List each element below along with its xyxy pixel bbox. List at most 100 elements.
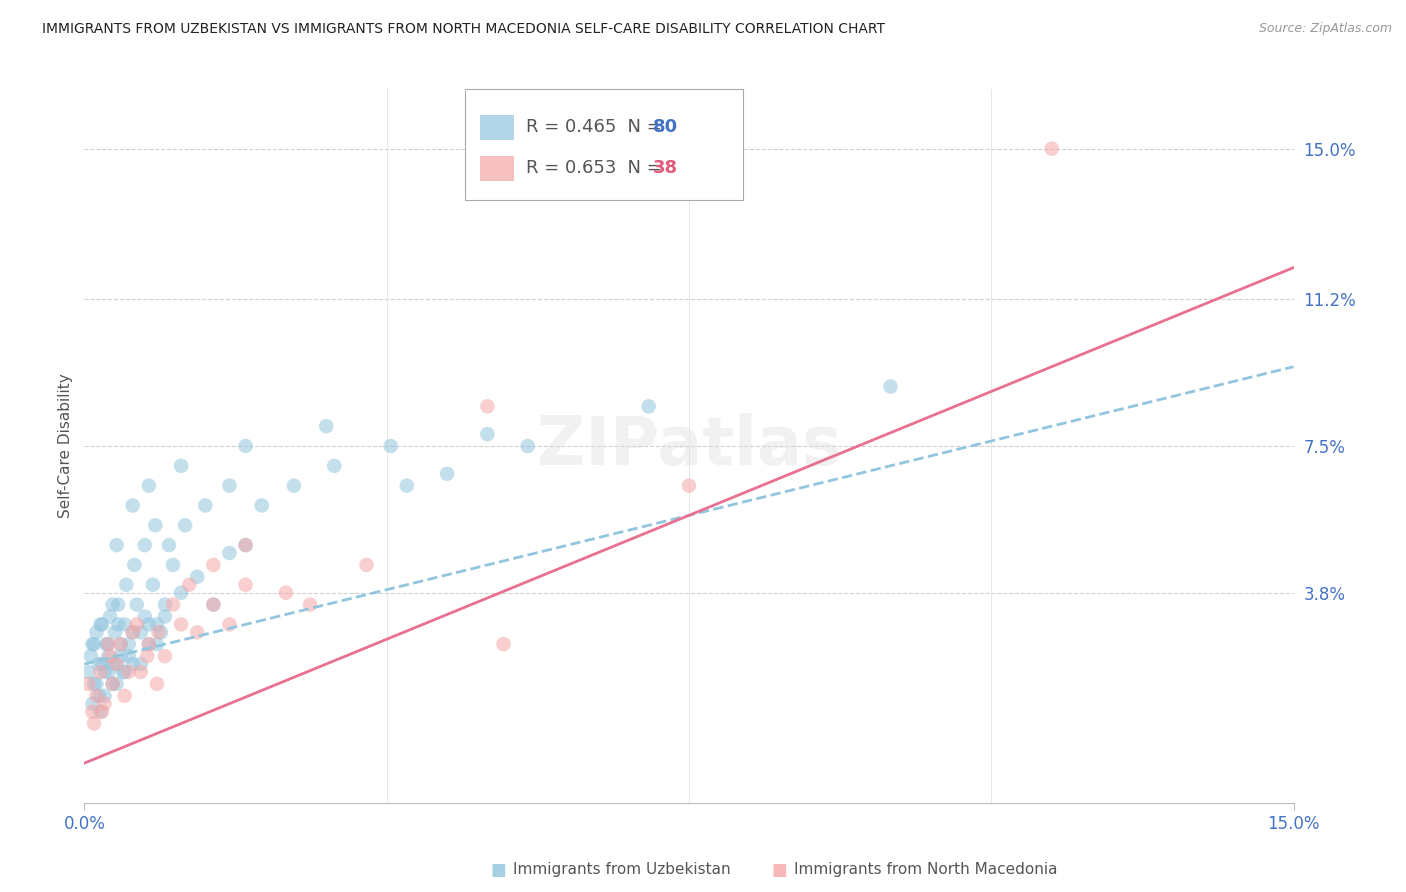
Point <box>162 558 184 572</box>
Point <box>146 637 169 651</box>
Point <box>162 598 184 612</box>
Point <box>138 637 160 651</box>
Point <box>118 649 141 664</box>
Point <box>82 705 104 719</box>
Point <box>87 689 110 703</box>
Point <box>101 677 124 691</box>
Point <box>138 617 160 632</box>
Point <box>129 665 152 679</box>
Point <box>114 665 136 679</box>
Point <box>146 617 169 632</box>
Point <box>146 677 169 691</box>
Point <box>170 617 193 632</box>
Point <box>125 598 148 612</box>
Point <box>179 578 201 592</box>
Point <box>124 558 146 572</box>
Text: R = 0.653: R = 0.653 <box>526 159 616 177</box>
Point <box>91 657 114 671</box>
Point <box>77 677 100 691</box>
Point <box>91 705 114 719</box>
Point <box>170 585 193 599</box>
Point <box>153 598 176 612</box>
Point <box>202 558 225 572</box>
Point <box>121 657 143 671</box>
Point <box>82 637 104 651</box>
Point <box>125 617 148 632</box>
Point <box>110 637 132 651</box>
Point <box>112 665 135 679</box>
Point <box>87 657 110 671</box>
FancyBboxPatch shape <box>479 155 513 180</box>
Point <box>134 609 156 624</box>
Text: ■: ■ <box>491 861 506 879</box>
Point <box>118 665 141 679</box>
Point <box>96 637 118 651</box>
Point <box>637 400 659 414</box>
Point <box>202 598 225 612</box>
Point <box>678 478 700 492</box>
Point <box>96 637 118 651</box>
Point <box>157 538 180 552</box>
Point <box>114 617 136 632</box>
Point <box>202 598 225 612</box>
Text: IMMIGRANTS FROM UZBEKISTAN VS IMMIGRANTS FROM NORTH MACEDONIA SELF-CARE DISABILI: IMMIGRANTS FROM UZBEKISTAN VS IMMIGRANTS… <box>42 22 886 37</box>
Point <box>235 578 257 592</box>
Point <box>170 458 193 473</box>
Point <box>110 637 132 651</box>
Point <box>97 665 120 679</box>
Point <box>114 689 136 703</box>
Point <box>101 657 124 671</box>
Point <box>105 657 128 671</box>
Point <box>283 478 305 492</box>
Point <box>110 649 132 664</box>
Point <box>142 578 165 592</box>
Y-axis label: Self-Care Disability: Self-Care Disability <box>58 374 73 518</box>
Point <box>101 677 124 691</box>
Text: R = 0.465: R = 0.465 <box>526 118 616 136</box>
Point <box>83 677 105 691</box>
Text: Immigrants from Uzbekistan: Immigrants from Uzbekistan <box>513 863 731 877</box>
Point <box>121 625 143 640</box>
Point <box>174 518 197 533</box>
Point <box>121 499 143 513</box>
FancyBboxPatch shape <box>479 115 513 140</box>
Point <box>89 705 111 719</box>
FancyBboxPatch shape <box>465 89 744 200</box>
Point <box>235 538 257 552</box>
Point <box>148 625 170 640</box>
Point <box>235 439 257 453</box>
Text: ■: ■ <box>772 861 787 879</box>
Text: Immigrants from North Macedonia: Immigrants from North Macedonia <box>794 863 1057 877</box>
Point <box>299 598 322 612</box>
Point <box>77 665 100 679</box>
Point <box>101 598 124 612</box>
Point <box>80 649 103 664</box>
Point <box>492 637 515 651</box>
Point <box>105 677 128 691</box>
Point <box>121 625 143 640</box>
Point <box>186 570 208 584</box>
Text: N =: N = <box>616 159 668 177</box>
Point <box>93 665 115 679</box>
Point <box>235 538 257 552</box>
Point <box>218 478 240 492</box>
Point <box>118 637 141 651</box>
Point <box>380 439 402 453</box>
Point <box>879 379 901 393</box>
Point <box>83 637 105 651</box>
Point <box>138 637 160 651</box>
Point <box>89 665 111 679</box>
Point <box>136 649 159 664</box>
Point <box>477 400 499 414</box>
Point <box>218 546 240 560</box>
Point <box>395 478 418 492</box>
Point <box>436 467 458 481</box>
Point <box>218 617 240 632</box>
Point <box>516 439 538 453</box>
Point <box>105 538 128 552</box>
Point <box>97 637 120 651</box>
Point <box>107 617 129 632</box>
Point <box>82 697 104 711</box>
Point <box>115 578 138 592</box>
Point <box>1040 142 1063 156</box>
